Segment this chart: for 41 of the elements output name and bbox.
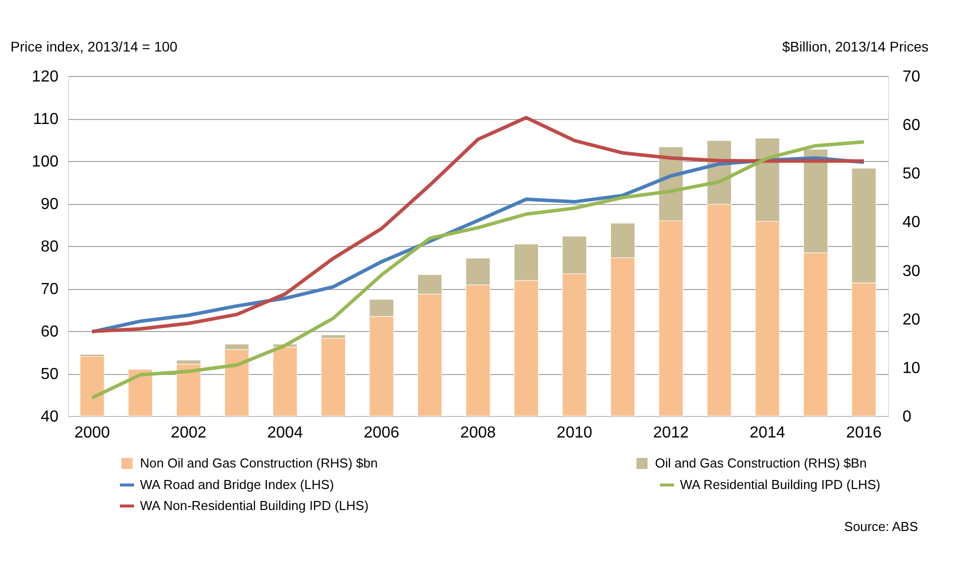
- legend-label: Oil and Gas Construction (RHS) $Bn: [655, 455, 867, 470]
- x-tick-label: 2006: [364, 424, 400, 442]
- x-tick-label: 2012: [653, 424, 689, 442]
- y-tick-label: 100: [32, 154, 59, 170]
- y2-tick-label: 10: [902, 360, 920, 377]
- bar: [176, 364, 201, 416]
- bar: [80, 356, 104, 416]
- bar: [128, 369, 153, 416]
- line-series: [90, 116, 866, 334]
- y-tick-label: 70: [40, 281, 59, 298]
- y2-tick-label: 0: [902, 408, 912, 426]
- y2-tick-label: 20: [902, 311, 920, 328]
- legend-label: WA Non-Residential Building IPD (LHS): [140, 498, 369, 513]
- y-tick-label: 40: [40, 408, 59, 426]
- y-tick-label: 120: [32, 68, 59, 86]
- bar: [272, 346, 298, 416]
- y-tick-label: 60: [40, 324, 59, 340]
- y-tick-label: 110: [32, 111, 59, 128]
- x-tick-label: 2014: [750, 424, 786, 442]
- x-tick-label: 2010: [556, 424, 592, 442]
- bar: [320, 338, 346, 416]
- legend-label: WA Road and Bridge Index (LHS): [140, 477, 334, 492]
- y2-tick-label: 70: [902, 68, 920, 86]
- y-tick-label: 90: [40, 196, 59, 213]
- y2-tick-label: 50: [902, 166, 920, 183]
- legend-label: WA Residential Building IPD (LHS): [680, 477, 880, 492]
- y-axis-title: Price index, 2013/14 = 100: [10, 38, 178, 54]
- y2-tick-label: 30: [902, 262, 920, 280]
- line-series: [90, 140, 866, 400]
- x-tick-label: 2002: [170, 424, 206, 442]
- x-tick-label: 2008: [460, 424, 496, 442]
- x-tick-label: 2004: [267, 424, 303, 442]
- source-note: Source: ABS: [844, 519, 918, 534]
- legend-label: Non Oil and Gas Construction (RHS) $bn: [140, 455, 378, 470]
- y2-axis-title: $Billion, 2013/14 Prices: [782, 38, 928, 54]
- y2-tick-label: 60: [902, 117, 920, 134]
- x-tick-label: 2000: [74, 424, 110, 442]
- y-tick-label: 80: [40, 238, 59, 256]
- y-tick-label: 50: [40, 366, 59, 383]
- x-tick-label: 2016: [846, 424, 882, 442]
- y2-tick-label: 40: [902, 214, 920, 232]
